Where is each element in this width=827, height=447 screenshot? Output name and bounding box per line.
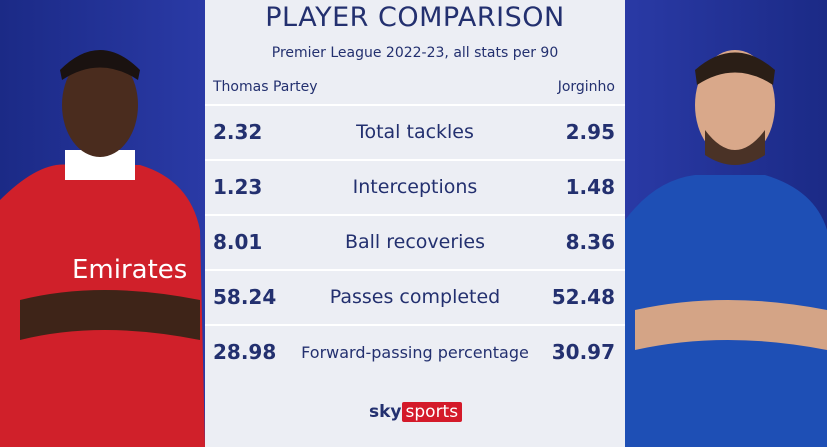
stat-label: Interceptions xyxy=(352,176,478,198)
stat-row: 8.01 Ball recoveries 8.36 xyxy=(205,214,625,269)
right-value: 30.97 xyxy=(551,340,615,364)
left-value: 58.24 xyxy=(213,285,277,309)
right-value: 52.48 xyxy=(551,285,615,309)
left-value: 8.01 xyxy=(213,230,263,254)
stat-label: Forward-passing percentage xyxy=(301,343,529,362)
logo: sky sports xyxy=(369,402,463,424)
right-value: 1.48 xyxy=(565,175,615,199)
stat-label: Total tackles xyxy=(356,121,474,143)
left-value: 28.98 xyxy=(213,340,277,364)
right-player xyxy=(625,50,827,447)
stat-label: Passes completed xyxy=(329,286,501,308)
left-value: 2.32 xyxy=(213,120,263,144)
left-player: Emirates xyxy=(0,50,205,447)
svg-text:Emirates: Emirates xyxy=(72,255,187,285)
stat-row: 58.24 Passes completed 52.48 xyxy=(205,269,625,324)
title: PLAYER COMPARISON xyxy=(265,2,565,33)
stat-row: 1.23 Interceptions 1.48 xyxy=(205,159,625,214)
right-value: 8.36 xyxy=(565,230,615,254)
stats-panel: PLAYER COMPARISON Premier League 2022-23… xyxy=(205,0,625,447)
left-value: 1.23 xyxy=(213,175,263,199)
right-player-name: Jorginho xyxy=(557,79,615,95)
logo-sky: sky xyxy=(369,402,402,422)
left-player-name: Thomas Partey xyxy=(213,79,318,95)
stat-label: Ball recoveries xyxy=(344,231,486,253)
right-value: 2.95 xyxy=(565,120,615,144)
stat-row: 28.98 Forward-passing percentage 30.97 xyxy=(205,324,625,379)
subtitle: Premier League 2022-23, all stats per 90 xyxy=(271,45,559,61)
stat-row: 2.32 Total tackles 2.95 xyxy=(205,104,625,159)
logo-sports: sports xyxy=(401,402,463,422)
